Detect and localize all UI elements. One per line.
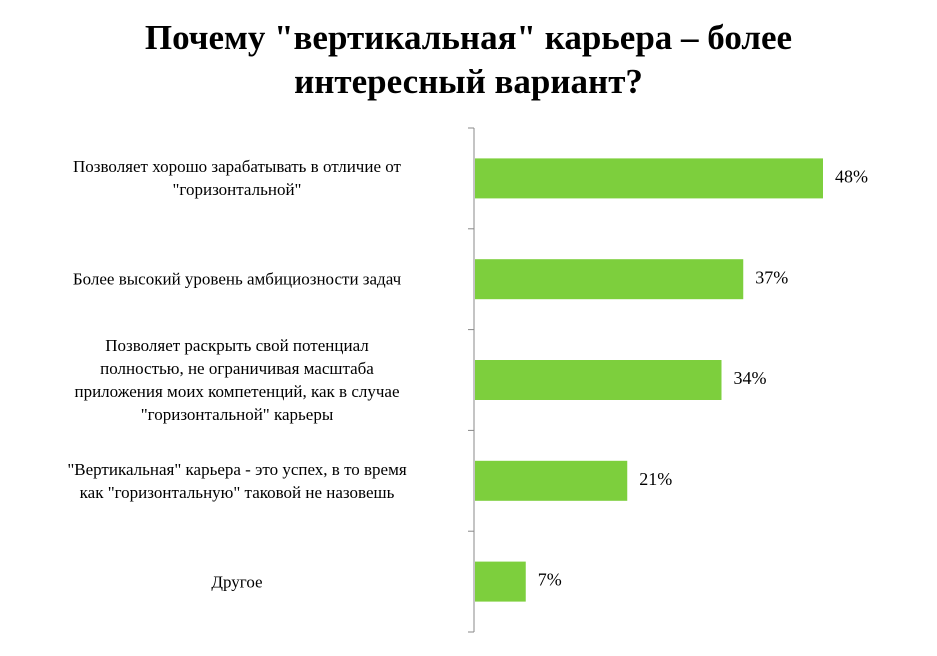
value-label: 7% [538, 570, 562, 590]
value-label: 34% [734, 368, 767, 388]
bar [475, 460, 628, 501]
chart-title: Почему "вертикальная" карьера – более ин… [144, 18, 793, 101]
bar [475, 158, 823, 199]
value-label: 37% [755, 267, 788, 287]
category-label: Позволяет хорошо зарабатывать в отличие … [73, 157, 401, 200]
value-label: 48% [835, 167, 868, 187]
category-label: "Вертикальная" карьера - это успех, в то… [67, 459, 407, 502]
bar [475, 561, 526, 602]
bar [475, 360, 722, 400]
bar [475, 259, 744, 300]
category-label: Более высокий уровень амбициозности зада… [72, 269, 402, 289]
value-label: 21% [639, 469, 672, 489]
category-label: Позволяет раскрыть свой потенциал полнос… [74, 336, 400, 424]
category-label: Другое [211, 572, 263, 592]
